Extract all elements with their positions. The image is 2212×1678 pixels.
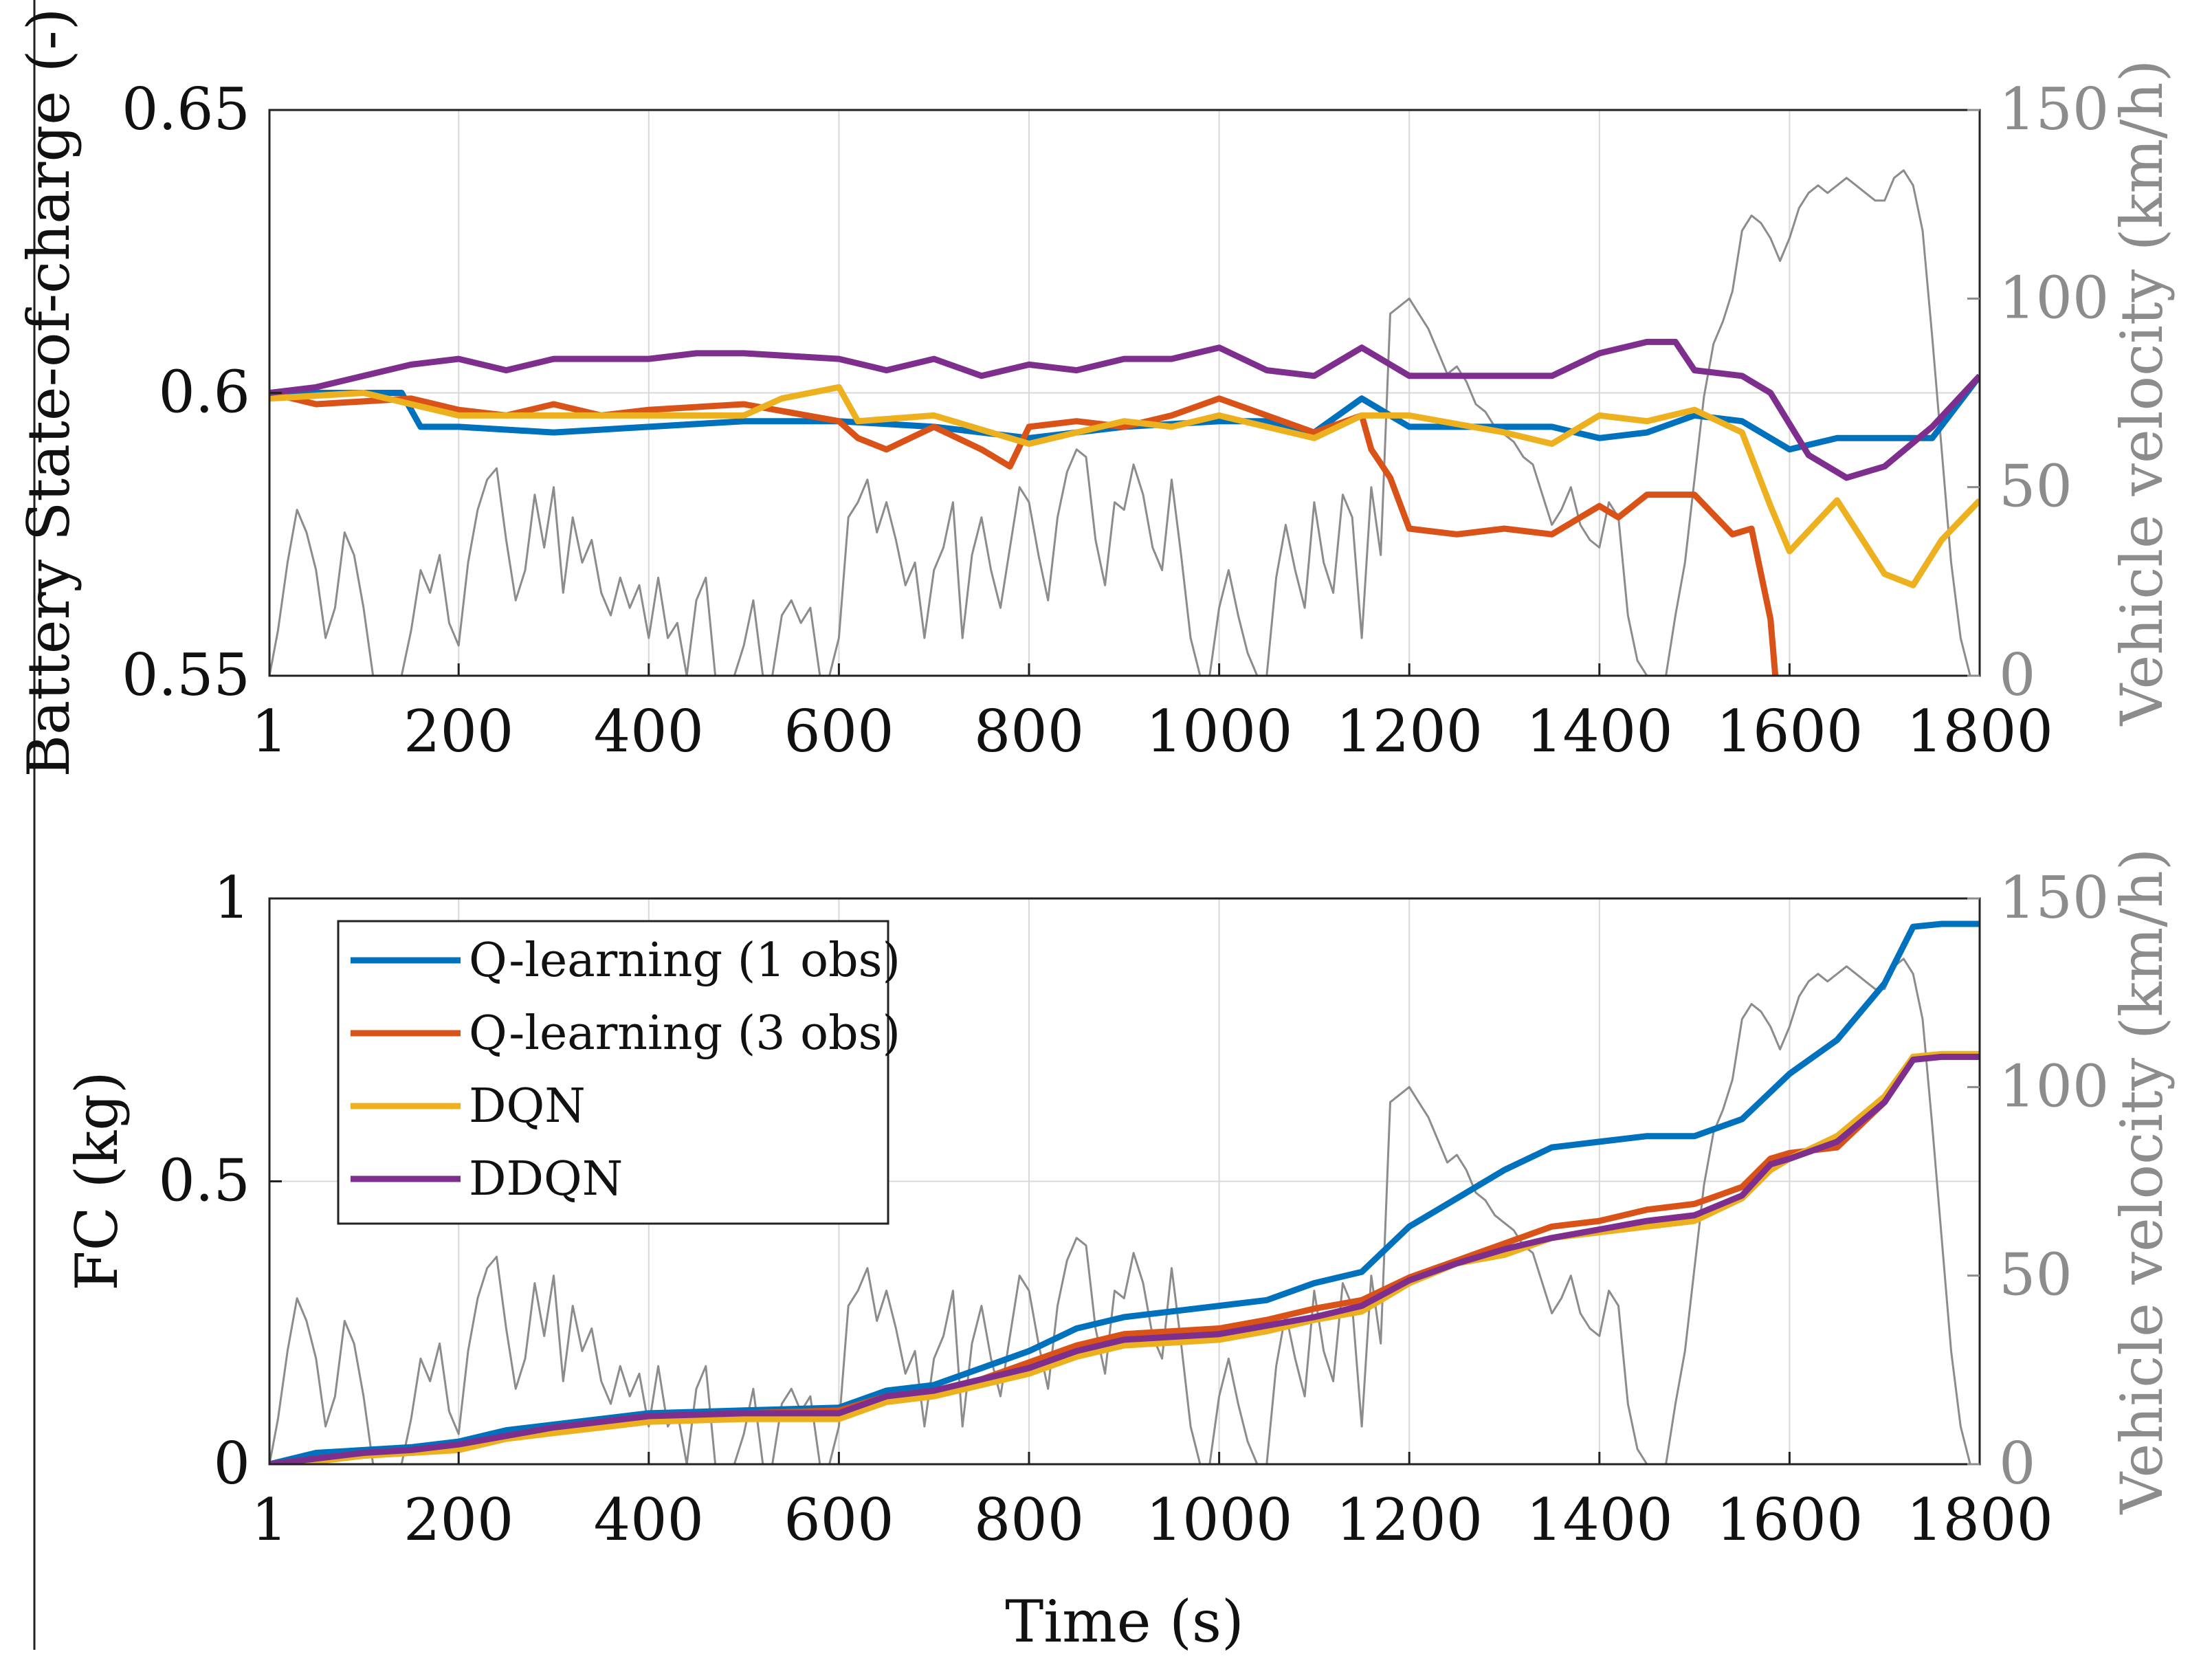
soc-y2tick-label: 0 (1999, 641, 2035, 709)
fc-xtick-label: 600 (784, 1486, 894, 1554)
fc-xtick-label: 1600 (1716, 1486, 1863, 1554)
soc-grid (269, 110, 1980, 676)
soc-ytick-label: 0.6 (158, 359, 250, 426)
fc-ylabel: FC (kg) (63, 1071, 131, 1290)
soc-series-q-learning-3-obs (269, 390, 1779, 676)
fc-xtick-label: 200 (403, 1486, 513, 1554)
soc-series-layer (269, 338, 1980, 676)
soc-xtick-label: 1000 (1146, 698, 1293, 765)
fc-xtick-label: 800 (974, 1486, 1084, 1554)
fc-plot: 1 200 400 600 800 1000 1200 1400 1600 180000.5105… (63, 848, 2176, 1655)
soc-y2tick-label: 100 (1999, 264, 2109, 331)
soc-ylabel: Battery State-of-charge (-) (15, 8, 82, 777)
fc-velocity-layer (269, 958, 1980, 1464)
soc-ticks: 1 200 400 600 800 1000 1200 1400 1600 18000.550.6… (122, 76, 2109, 765)
fc-xtick-label: 1800 (1906, 1486, 2053, 1554)
soc-series-dqn (269, 384, 1980, 588)
soc-xtick-label: 800 (974, 698, 1084, 765)
soc-xtick-label: 1400 (1526, 698, 1673, 765)
legend-label: Q-learning (1 obs) (469, 934, 900, 988)
fc-series-q-learning-1-obs (269, 920, 1980, 1464)
fc-series-ddqn (269, 1053, 1980, 1464)
legend-label: DDQN (469, 1152, 623, 1206)
fc-ticks: 1 200 400 600 800 1000 1200 1400 1600 180000.5105… (158, 864, 2109, 1554)
soc-ytick-label: 0.65 (122, 76, 250, 143)
soc-xtick-label: 1200 (1336, 698, 1483, 765)
fc-xtick-label: 400 (594, 1486, 704, 1554)
soc-xtick-label: 200 (403, 698, 513, 765)
legend-entry: Q-learning (1 obs) (351, 934, 900, 988)
fc-xtick-label: 1200 (1336, 1486, 1483, 1554)
legend: Q-learning (1 obs) Q-learning (3 obs) DQ… (337, 920, 900, 1225)
soc-xtick-label: 1 (251, 698, 287, 765)
fc-y2tick-label: 150 (1999, 864, 2109, 931)
soc-xtick-label: 400 (594, 698, 704, 765)
soc-y2tick-label: 50 (1999, 453, 2072, 520)
legend-entry: DQN (351, 1079, 586, 1134)
fc-y2tick-label: 100 (1999, 1052, 2109, 1120)
soc-series-q-learning-1-obs (269, 374, 1980, 453)
fc-ytick-label: 1 (214, 864, 250, 931)
soc-series-vehicle-velocity (269, 169, 1980, 676)
fc-ytick-label: 0.5 (158, 1147, 250, 1215)
fc-ytick-label: 0 (214, 1430, 250, 1497)
soc-velocity-layer (269, 169, 1980, 676)
soc-xtick-label: 600 (784, 698, 894, 765)
soc-y2tick-label: 150 (1999, 76, 2109, 143)
fc-xtick-label: 1000 (1146, 1486, 1293, 1554)
soc-y2label: Vehicle velocity (km/h) (2108, 60, 2176, 727)
fc-series-dqn (269, 1050, 1980, 1464)
legend-entry: Q-learning (3 obs) (351, 1006, 900, 1061)
soc-series-ddqn (269, 338, 1980, 481)
legend-box (337, 920, 889, 1225)
fc-y2tick-label: 50 (1999, 1241, 2072, 1309)
fc-xtick-label: 1400 (1526, 1486, 1673, 1554)
fc-y2label: Vehicle velocity (km/h) (2108, 848, 2176, 1515)
fc-series-layer (269, 920, 1980, 1464)
fc-xlabel: Time (s) (1005, 1588, 1244, 1655)
legend-label: DQN (469, 1079, 586, 1134)
soc-xtick-label: 1800 (1906, 698, 2053, 765)
soc-plot: 1 200 400 600 800 1000 1200 1400 1600 18000.550.6… (15, 8, 2176, 777)
fc-series-vehicle-velocity (269, 958, 1980, 1464)
fc-y2tick-label: 0 (1999, 1430, 2035, 1497)
legend-label: Q-learning (3 obs) (469, 1006, 900, 1061)
soc-xtick-label: 1600 (1716, 698, 1863, 765)
legend-entry: DDQN (351, 1152, 623, 1206)
fc-xtick-label: 1 (251, 1486, 287, 1554)
soc-ytick-label: 0.55 (122, 641, 250, 709)
